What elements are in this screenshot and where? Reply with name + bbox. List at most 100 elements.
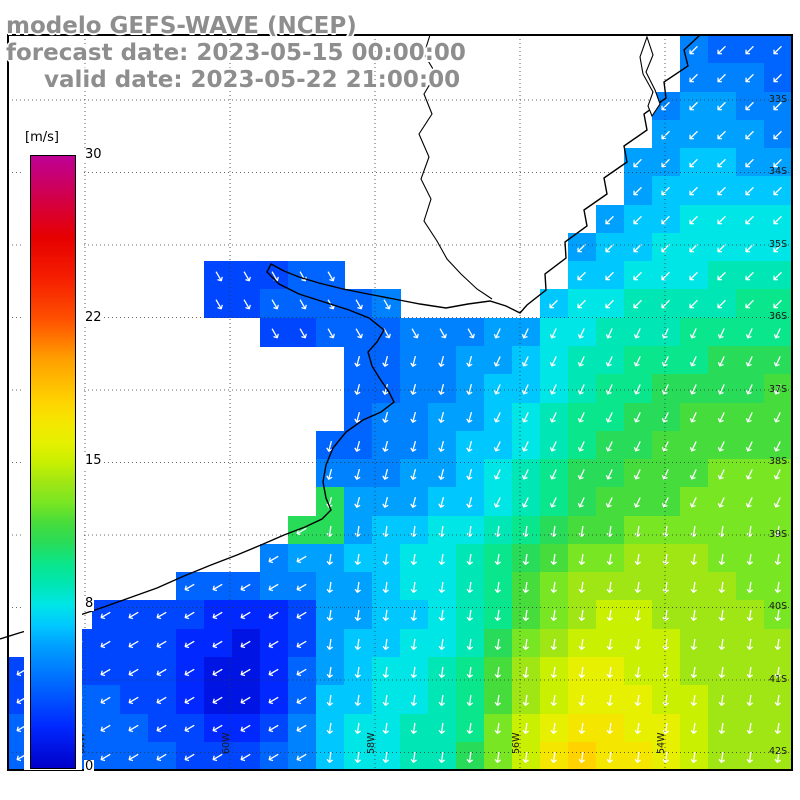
wind-cell: ↑ bbox=[596, 289, 625, 319]
wind-arrow-icon: ↑ bbox=[627, 152, 649, 174]
wind-arrow-icon: ↑ bbox=[349, 491, 367, 513]
wind-arrow-icon: ↑ bbox=[290, 718, 313, 739]
wind-arrow-icon: ↑ bbox=[571, 293, 593, 315]
wind-cell: ↑ bbox=[568, 374, 597, 404]
wind-cell: ↑ bbox=[680, 91, 709, 121]
wind-arrow-icon: ↑ bbox=[686, 662, 702, 682]
wind-cell: ↑ bbox=[540, 430, 569, 460]
wind-cell: ↑ bbox=[372, 289, 401, 319]
wind-arrow-icon: ↑ bbox=[234, 746, 257, 767]
wind-arrow-icon: ↑ bbox=[628, 406, 648, 429]
wind-cell: ↑ bbox=[764, 402, 793, 432]
wind-arrow-icon: ↑ bbox=[462, 520, 478, 541]
wind-arrow-icon: ↑ bbox=[712, 434, 732, 457]
wind-cell: ↑ bbox=[344, 402, 373, 432]
wind-cell: ↑ bbox=[456, 487, 485, 517]
wind-cell: ↑ bbox=[400, 374, 429, 404]
wind-cell: ↑ bbox=[596, 232, 625, 262]
wind-arrow-icon: ↑ bbox=[290, 576, 313, 597]
wind-arrow-icon: ↑ bbox=[516, 434, 536, 457]
wind-cell: ↑ bbox=[652, 148, 681, 177]
wind-cell: ↑ bbox=[260, 713, 289, 743]
wind-arrow-icon: ↑ bbox=[712, 350, 732, 372]
wind-arrow-icon: ↑ bbox=[150, 661, 173, 682]
wind-cell: ↑ bbox=[372, 572, 401, 601]
wind-cell: ↑ bbox=[680, 289, 709, 319]
wind-arrow-icon: ↑ bbox=[433, 435, 451, 457]
wind-cell: ↑ bbox=[736, 204, 765, 234]
wind-cell: ↑ bbox=[540, 374, 569, 404]
wind-arrow-icon: ↑ bbox=[546, 605, 562, 626]
wind-arrow-icon: ↑ bbox=[711, 123, 733, 146]
wind-cell: ↑ bbox=[764, 685, 793, 715]
wind-cell: ↑ bbox=[680, 656, 709, 686]
wind-arrow-icon: ↑ bbox=[630, 718, 646, 739]
wind-cell: ↑ bbox=[708, 374, 737, 404]
wind-cell: ↑ bbox=[148, 685, 177, 715]
wind-arrow-icon: ↑ bbox=[686, 633, 702, 654]
wind-arrow-icon: ↑ bbox=[518, 548, 534, 569]
wind-arrow-icon: ↑ bbox=[768, 350, 788, 372]
wind-arrow-icon: ↑ bbox=[544, 321, 564, 344]
wind-arrow-icon: ↑ bbox=[628, 463, 648, 485]
wind-arrow-icon: ↑ bbox=[208, 265, 229, 287]
wind-arrow-icon: ↑ bbox=[178, 661, 201, 682]
wind-arrow-icon: ↑ bbox=[434, 577, 450, 597]
wind-cell: ↑ bbox=[428, 317, 457, 347]
wind-arrow-icon: ↑ bbox=[768, 406, 788, 429]
wind-arrow-icon: ↑ bbox=[462, 746, 478, 767]
wind-cell: ↑ bbox=[288, 572, 317, 601]
wind-cell: ↑ bbox=[316, 543, 345, 573]
wind-cell: ↑ bbox=[596, 317, 625, 347]
wind-cell: ↑ bbox=[764, 261, 793, 291]
wind-arrow-icon: ↑ bbox=[518, 520, 534, 541]
wind-cell: ↑ bbox=[316, 600, 345, 630]
wind-arrow-icon: ↑ bbox=[683, 208, 705, 231]
wind-arrow-icon: ↑ bbox=[574, 662, 590, 682]
wind-arrow-icon: ↑ bbox=[349, 350, 367, 372]
wind-arrow-icon: ↑ bbox=[378, 746, 394, 767]
wind-arrow-icon: ↑ bbox=[206, 689, 229, 710]
wind-cell: ↑ bbox=[288, 685, 317, 715]
wind-cell: ↑ bbox=[764, 543, 793, 573]
wind-arrow-icon: ↑ bbox=[574, 548, 590, 569]
wind-arrow-icon: ↑ bbox=[658, 746, 674, 767]
wind-cell: ↑ bbox=[652, 204, 681, 234]
wind-cell: ↑ bbox=[764, 317, 793, 347]
wind-arrow-icon: ↑ bbox=[770, 746, 786, 767]
wind-arrow-icon: ↑ bbox=[544, 378, 564, 400]
wind-cell: ↑ bbox=[176, 572, 205, 601]
wind-cell: ↑ bbox=[568, 713, 597, 743]
wind-arrow-icon: ↑ bbox=[739, 208, 761, 231]
wind-arrow-icon: ↑ bbox=[350, 690, 366, 710]
wind-cell: ↑ bbox=[540, 713, 569, 743]
wind-arrow-icon: ↑ bbox=[599, 293, 621, 315]
wind-arrow-icon: ↑ bbox=[714, 746, 730, 767]
wind-arrow-icon: ↑ bbox=[714, 577, 730, 597]
wind-cell: ↑ bbox=[456, 402, 485, 432]
wind-cell: ↑ bbox=[428, 741, 457, 771]
wind-cell: ↑ bbox=[708, 204, 737, 234]
wind-arrow-icon: ↑ bbox=[490, 577, 506, 597]
wind-arrow-icon: ↑ bbox=[406, 520, 422, 541]
wind-cell: ↑ bbox=[484, 402, 513, 432]
wind-cell: ↑ bbox=[764, 204, 793, 234]
wind-cell: ↑ bbox=[596, 261, 625, 291]
wind-cell: ↑ bbox=[624, 515, 653, 545]
wind-arrow-icon: ↑ bbox=[767, 180, 789, 202]
wind-arrow-icon: ↑ bbox=[234, 689, 257, 710]
wind-arrow-icon: ↑ bbox=[658, 548, 674, 569]
wind-cell: ↑ bbox=[568, 685, 597, 715]
wind-cell: ↑ bbox=[428, 656, 457, 686]
wind-arrow-icon: ↑ bbox=[320, 321, 341, 344]
wind-cell: ↑ bbox=[232, 289, 261, 319]
wind-arrow-icon: ↑ bbox=[518, 718, 534, 739]
wind-cell: ↑ bbox=[540, 685, 569, 715]
wind-cell: ↑ bbox=[596, 487, 625, 517]
wind-arrow-icon: ↑ bbox=[712, 321, 732, 344]
wind-cell: ↑ bbox=[120, 628, 149, 658]
wind-cell: ↑ bbox=[624, 402, 653, 432]
wind-arrow-icon: ↑ bbox=[349, 407, 367, 428]
wind-cell: ↑ bbox=[652, 346, 681, 375]
wind-arrow-icon: ↑ bbox=[262, 689, 285, 710]
